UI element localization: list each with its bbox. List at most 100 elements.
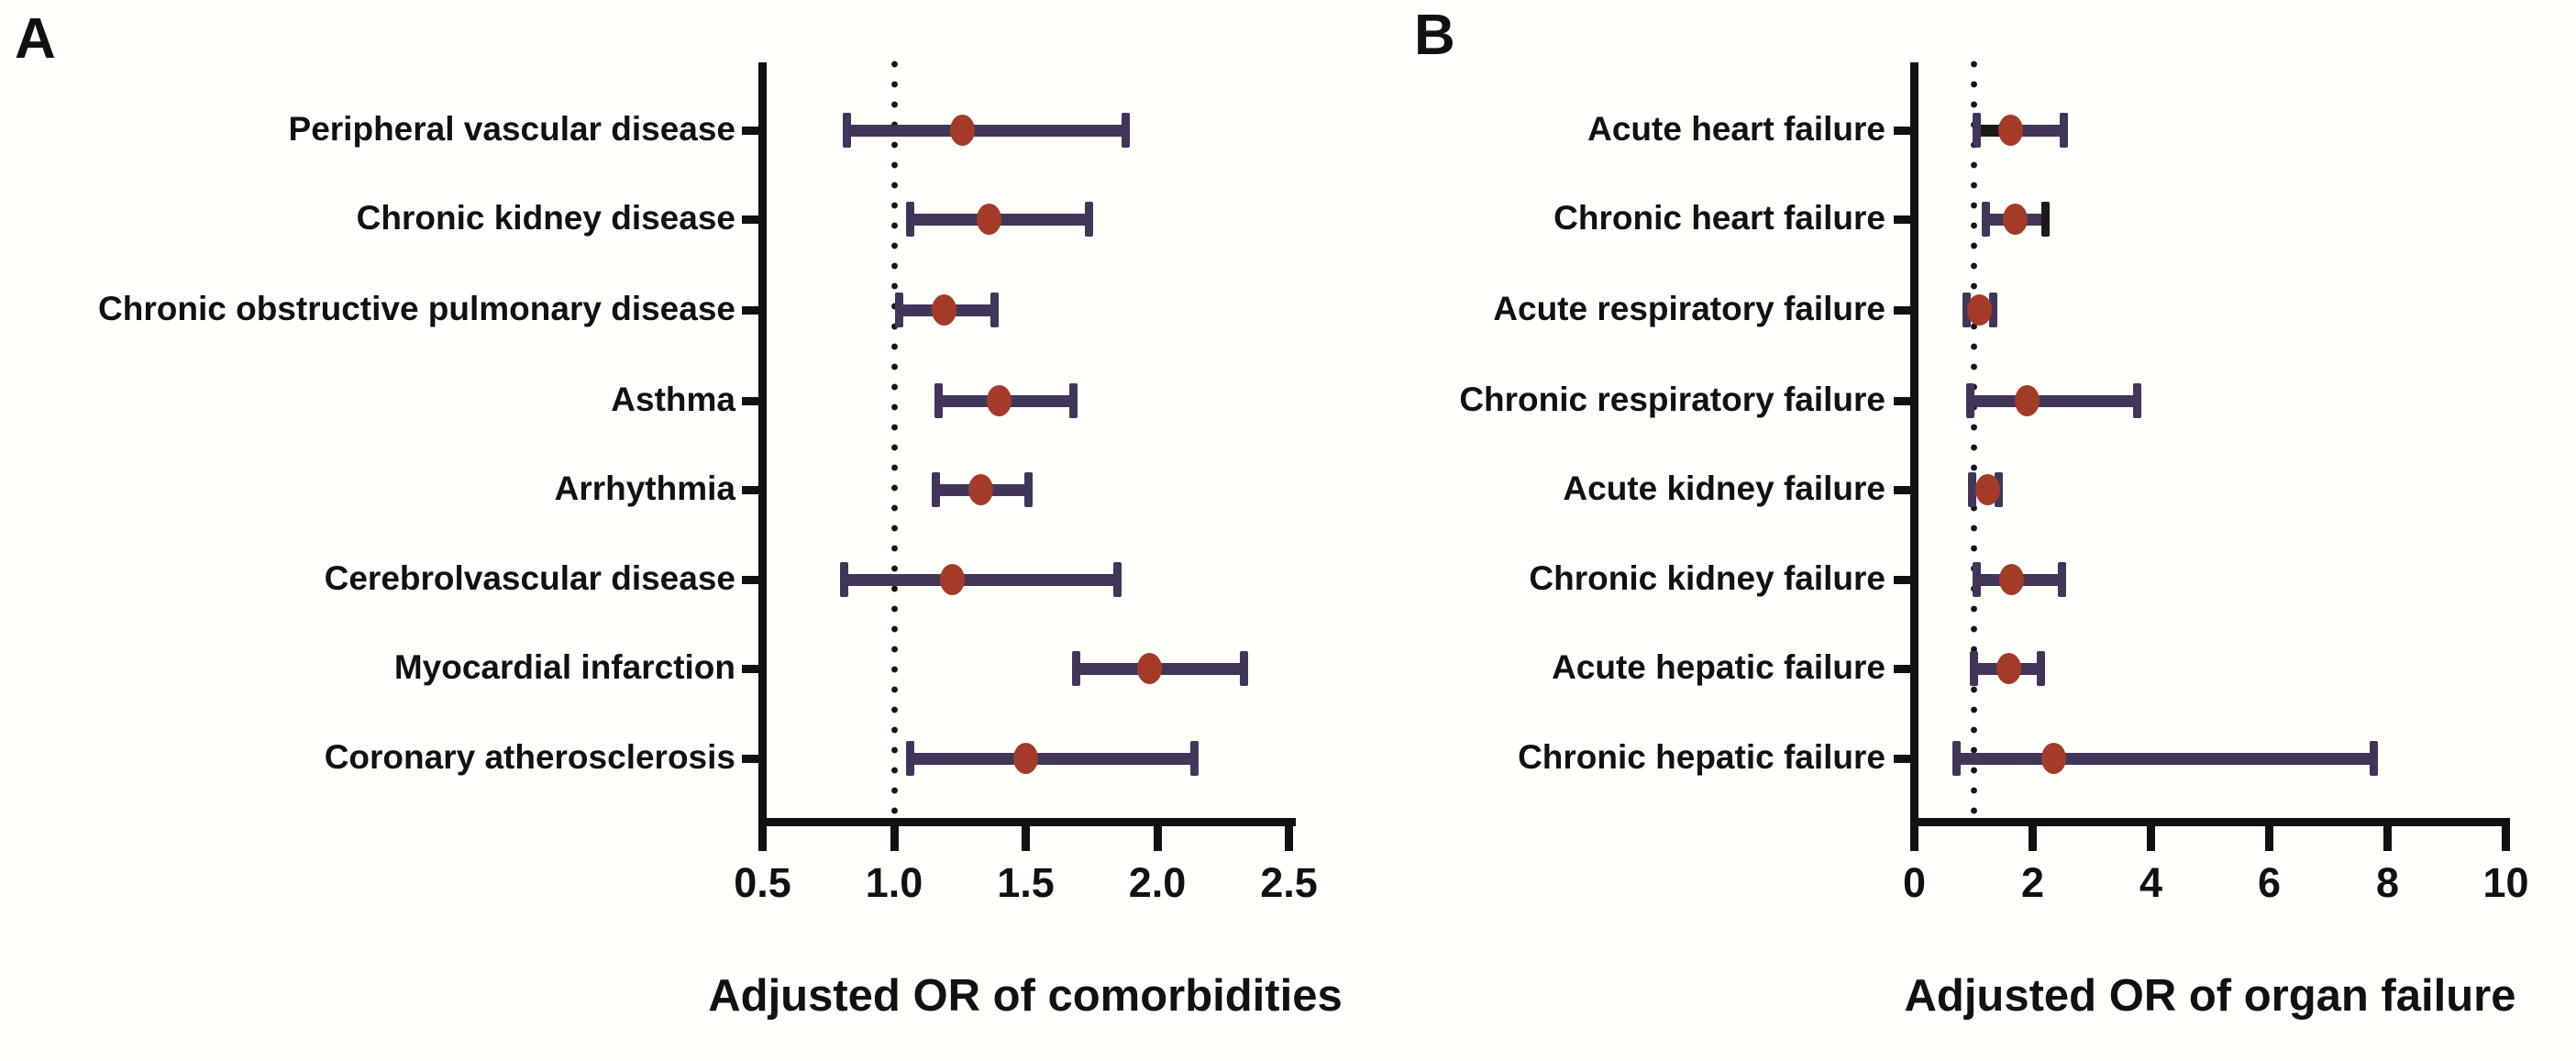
ci-upper-cap	[1189, 741, 1199, 776]
ci-lower-cap	[1982, 202, 1991, 237]
x-axis-tick-label: 2	[2020, 859, 2045, 906]
category-tick	[1894, 126, 1912, 135]
x-axis-line	[1910, 818, 2510, 826]
row-label: Arrhythmia	[554, 470, 735, 507]
reference-line	[890, 61, 898, 818]
point-estimate-dot	[939, 564, 965, 595]
ci-lower-cap	[842, 113, 851, 148]
x-axis-tick	[2029, 823, 2037, 851]
row-label: Asthma	[611, 381, 735, 418]
ci-lower-cap	[1952, 741, 1962, 776]
category-tick	[742, 305, 760, 315]
x-axis-tick	[1910, 823, 1918, 851]
panel-a-letter: A	[15, 7, 56, 71]
category-tick	[742, 126, 760, 135]
point-estimate-dot	[1998, 115, 2024, 146]
point-estimate-dot	[1013, 743, 1038, 774]
row-label: Acute heart failure	[1587, 110, 1885, 148]
x-axis-tick-label: 2.5	[1260, 859, 1318, 906]
x-axis-tick	[2383, 823, 2392, 851]
ci-lower-cap	[839, 562, 848, 597]
ci-upper-cap	[1068, 383, 1078, 418]
point-estimate-dot	[2041, 743, 2067, 774]
ci-error-bar	[844, 573, 1118, 586]
ci-lower-cap	[905, 741, 914, 776]
reference-line	[1970, 61, 1977, 818]
x-axis-tick-label: 2.0	[1128, 859, 1187, 906]
category-tick	[1894, 575, 1912, 584]
category-tick	[742, 664, 760, 673]
ci-lower-cap	[905, 202, 914, 237]
row-label: Chronic kidney failure	[1529, 559, 1885, 597]
ci-upper-cap	[1122, 113, 1131, 148]
point-estimate-dot	[976, 204, 1001, 235]
row-label: Acute respiratory failure	[1493, 290, 1885, 327]
point-estimate-dot	[932, 294, 957, 326]
row-label: Coronary atherosclerosis	[324, 738, 735, 776]
x-axis-tick	[1285, 823, 1293, 851]
x-axis-tick-label: 6	[2257, 859, 2282, 906]
row-label: Cerebrolvascular disease	[324, 559, 735, 597]
ci-error-bar	[846, 124, 1126, 137]
x-axis-tick-label: 1.5	[997, 859, 1055, 906]
category-tick	[742, 215, 760, 224]
point-estimate-dot	[1966, 294, 1992, 326]
ci-upper-cap	[2369, 741, 2378, 776]
x-axis-tick-label: 0.5	[734, 859, 791, 906]
ci-lower-cap	[1970, 651, 1979, 686]
y-axis-spine	[758, 62, 767, 826]
category-tick	[1894, 664, 1912, 673]
ci-upper-cap	[1023, 472, 1033, 507]
ci-error-bar	[910, 752, 1195, 765]
ci-upper-cap	[2058, 562, 2067, 597]
x-axis-tick	[1153, 823, 1162, 851]
x-axis-tick	[2265, 823, 2273, 851]
point-estimate-dot	[2002, 204, 2028, 235]
ci-lower-cap	[1966, 383, 1975, 418]
ci-error-bar	[1956, 752, 2374, 765]
ci-lower-cap	[1071, 651, 1080, 686]
x-axis-tick-label: 1.0	[865, 859, 923, 906]
x-axis-line	[758, 818, 1296, 826]
ci-lower-cap	[934, 383, 944, 418]
ci-upper-cap	[2040, 202, 2050, 237]
ci-lower-cap	[932, 472, 941, 507]
ci-lower-cap	[1967, 472, 1976, 507]
point-estimate-dot	[1999, 564, 2025, 595]
point-estimate-dot	[968, 474, 994, 505]
ci-upper-cap	[1989, 293, 1998, 327]
ci-error-bar	[1970, 394, 2137, 407]
x-axis-tick-label: 4	[2139, 859, 2163, 906]
ci-lower-cap	[895, 293, 904, 327]
row-label: Myocardial infarction	[393, 648, 735, 686]
ci-upper-cap	[2132, 383, 2141, 418]
row-label: Acute kidney failure	[1563, 470, 1885, 507]
panel-b-axis-title: Adjusted OR of organ failure	[1904, 971, 2516, 1021]
point-estimate-dot	[1974, 474, 2000, 505]
x-axis-tick	[2502, 823, 2510, 851]
ci-upper-cap	[989, 293, 999, 327]
point-estimate-dot	[987, 385, 1012, 416]
x-axis-tick	[758, 823, 767, 851]
category-tick	[742, 754, 760, 763]
x-axis-tick	[890, 823, 899, 851]
y-axis-spine	[1910, 62, 1918, 826]
row-label: Chronic respiratory failure	[1459, 381, 1885, 418]
point-estimate-dot	[2014, 385, 2040, 416]
point-estimate-dot	[1996, 653, 2022, 684]
row-label: Peripheral vascular disease	[288, 110, 735, 148]
ci-lower-cap	[1973, 562, 1982, 597]
row-label: Chronic hepatic failure	[1518, 738, 1885, 776]
x-axis-tick-label: 8	[2375, 859, 2400, 906]
x-axis-tick	[1022, 823, 1030, 851]
panel-a-axis-title: Adjusted OR of comorbidities	[708, 971, 1343, 1021]
category-tick	[1894, 485, 1912, 494]
ci-upper-cap	[1113, 562, 1122, 597]
row-label: Chronic heart failure	[1553, 199, 1885, 237]
ci-lower-cap	[1962, 293, 1971, 327]
ci-upper-cap	[1240, 651, 1249, 686]
category-tick	[742, 575, 760, 584]
